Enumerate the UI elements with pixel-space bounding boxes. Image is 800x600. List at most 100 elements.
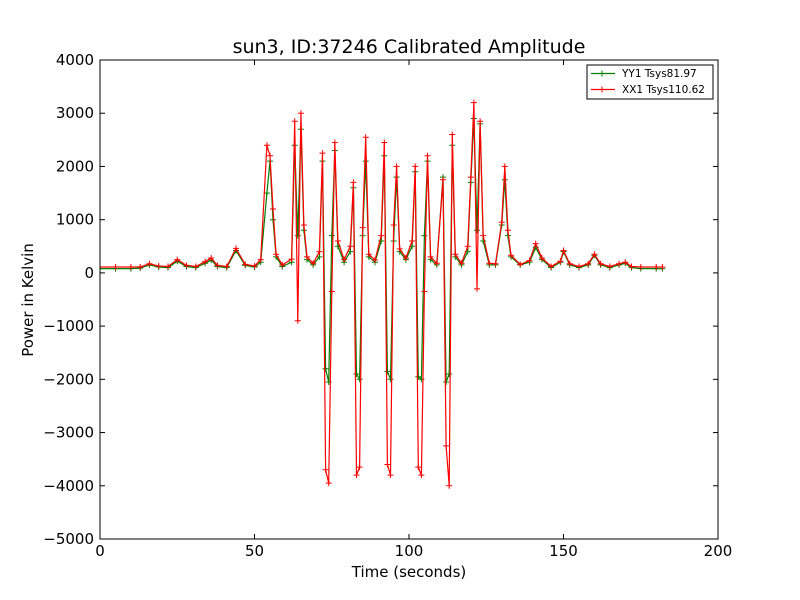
data-point-marker [350, 179, 357, 186]
x-tick-label: 150 [549, 542, 578, 560]
data-point-marker [341, 256, 348, 263]
data-point-marker [365, 251, 372, 258]
x-tick-label: 100 [395, 542, 424, 560]
data-point-marker [508, 252, 514, 259]
chart-title: sun3, ID:37246 Calibrated Amplitude [233, 36, 586, 58]
data-point-marker [319, 150, 326, 157]
data-point-marker [576, 263, 582, 270]
y-tick-label: 1000 [56, 211, 94, 229]
data-point-marker [480, 238, 487, 244]
data-point-marker [387, 472, 394, 479]
data-point-marker [100, 265, 103, 272]
data-point-marker [304, 253, 310, 260]
legend-marker-xx1 [599, 86, 605, 93]
data-point-marker [653, 264, 660, 270]
data-point-marker [100, 264, 103, 270]
data-point-marker [356, 376, 363, 383]
data-point-marker [384, 461, 391, 468]
data-point-marker [622, 259, 629, 266]
data-point-marker [560, 247, 567, 254]
data-point-marker [288, 256, 295, 263]
data-point-marker [273, 251, 280, 258]
data-point-marker [378, 232, 385, 239]
series-xx1 [100, 99, 666, 489]
y-tick-label: −5000 [43, 530, 94, 548]
data-point-marker [464, 243, 471, 250]
data-point-marker [446, 482, 453, 489]
data-point-marker [356, 464, 363, 471]
data-point-marker [446, 371, 453, 377]
data-point-marker [424, 152, 431, 159]
data-point-marker [412, 163, 419, 170]
plot-area [100, 60, 718, 539]
data-point-marker [557, 258, 564, 265]
data-point-marker [322, 466, 329, 473]
legend-box [586, 64, 714, 100]
data-point-marker [427, 253, 434, 260]
data-point-marker [328, 288, 335, 295]
data-point-marker [257, 256, 264, 263]
data-point-marker [480, 232, 487, 239]
data-point-marker [353, 472, 360, 479]
y-tick-label: 2000 [56, 157, 94, 175]
data-point-marker [585, 260, 592, 267]
data-point-marker [418, 472, 425, 479]
data-point-marker [214, 262, 221, 269]
data-point-marker [486, 260, 493, 267]
data-point-marker [474, 227, 480, 234]
data-point-marker [297, 110, 304, 117]
data-point-marker [659, 264, 666, 270]
data-point-marker [474, 285, 480, 292]
data-point-marker [300, 222, 307, 228]
data-point-marker [548, 263, 555, 270]
data-point-marker [334, 238, 341, 244]
data-point-marker [504, 227, 511, 234]
data-point-marker [637, 264, 644, 270]
data-point-marker [396, 245, 403, 252]
data-point-marker [538, 255, 545, 261]
data-point-marker [393, 163, 400, 170]
data-point-marker [443, 379, 450, 385]
data-point-marker [263, 142, 270, 149]
legend-label-yy1: YY1 Tsys81.97 [621, 68, 697, 80]
data-point-marker [294, 232, 301, 239]
data-point-marker [322, 365, 329, 372]
data-point-marker [390, 222, 397, 228]
data-point-marker [372, 257, 378, 264]
data-point-marker [449, 131, 456, 138]
data-point-marker [279, 261, 286, 268]
data-point-marker [501, 163, 508, 170]
x-tick-label: 200 [704, 542, 733, 560]
data-point-marker [526, 257, 533, 264]
data-point-marker [183, 262, 190, 269]
y-tick-label: −1000 [43, 317, 94, 335]
data-point-marker [146, 260, 153, 267]
data-point-marker [415, 464, 422, 471]
data-point-marker [291, 118, 298, 125]
data-point-marker [127, 264, 134, 270]
data-point-marker [443, 442, 450, 449]
data-point-marker [316, 248, 323, 255]
legend: YY1 Tsys81.97 XX1 Tsys110.62 [586, 64, 714, 100]
data-point-marker [112, 264, 119, 270]
data-point-marker [202, 258, 209, 265]
data-point-marker [628, 263, 635, 270]
y-axis-label: Power in Kelvin [19, 243, 37, 357]
data-point-marker [591, 251, 598, 258]
x-axis-label: Time (seconds) [351, 563, 467, 581]
x-tick-label: 0 [95, 542, 105, 560]
data-point-marker [467, 174, 474, 181]
data-point-marker [359, 224, 366, 231]
y-tick-label: 3000 [56, 104, 94, 122]
data-point-marker [402, 255, 409, 261]
data-point-marker [270, 206, 276, 212]
series-layer [100, 99, 666, 489]
legend-marker-yy1 [599, 70, 605, 77]
data-point-marker [433, 260, 440, 267]
data-point-marker [532, 240, 539, 247]
data-point-marker [452, 251, 459, 258]
data-point-marker [233, 245, 239, 252]
data-point-marker [331, 139, 338, 146]
data-point-marker [409, 238, 416, 244]
